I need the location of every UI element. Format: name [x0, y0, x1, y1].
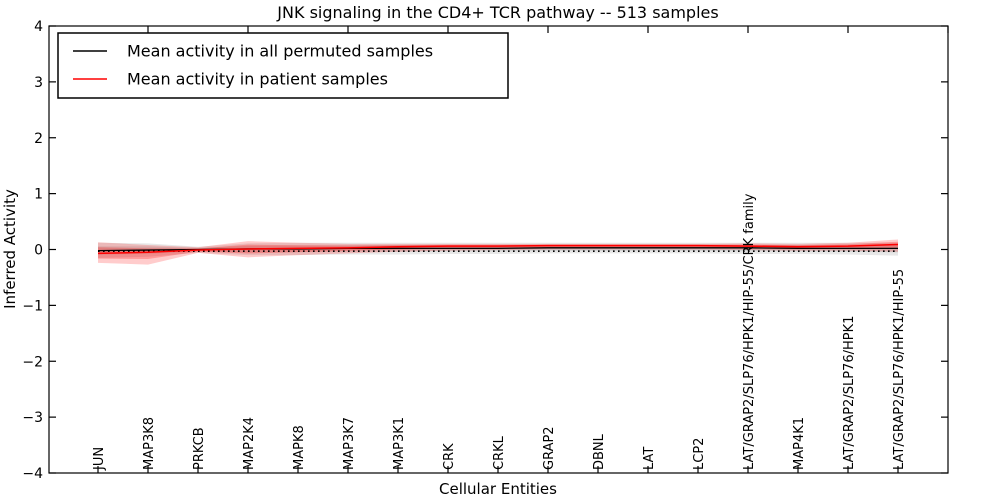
x-tick-label: DBNL	[592, 433, 607, 470]
y-tick-label: 4	[34, 19, 43, 35]
y-tick-label: −4	[22, 466, 43, 482]
legend-box	[57, 32, 509, 99]
legend-label-permuted: Mean activity in all permuted samples	[127, 42, 433, 61]
x-tick-label: LAT	[642, 447, 657, 470]
legend: Mean activity in all permuted samples Me…	[57, 32, 509, 99]
y-tick-label: 0	[34, 243, 43, 259]
y-tick-label: −3	[22, 410, 43, 426]
x-tick-label: MAP3K1	[392, 417, 407, 470]
series-line	[97, 243, 899, 255]
x-tick-label: MAP3K8	[142, 417, 157, 470]
y-tick-label: −2	[22, 354, 43, 370]
x-tick-label: CRKL	[492, 435, 507, 470]
x-tick-label: MAP2K4	[242, 417, 257, 470]
x-tick-label: JUN	[92, 447, 107, 471]
x-tick-label: PRKCB	[192, 427, 207, 470]
band-outer	[98, 242, 898, 258]
x-tick-label: GRAP2	[542, 426, 557, 470]
y-axis-label: Inferred Activity	[1, 189, 19, 309]
x-tick-label: CRK	[442, 443, 457, 470]
y-tick-label: 1	[34, 187, 43, 203]
y-tick-label: 2	[34, 131, 43, 147]
x-tick-label: MAPK8	[292, 425, 307, 470]
axis-tick-labels: 4 3 2 1 0 −1 −2 −3 −4 JUN MAP3K8 PRKCB MAP2K4 MAPK8 MA…	[22, 19, 907, 482]
x-tick-label: LAT/GRAP2/SLP76/HPK1/HIP-55	[892, 269, 907, 470]
x-axis-label: Cellular Entities	[439, 480, 557, 498]
series-lines	[97, 243, 899, 255]
x-tick-label: MAP3K7	[342, 417, 357, 470]
legend-label-patient: Mean activity in patient samples	[127, 70, 388, 89]
y-tick-label: 3	[34, 75, 43, 91]
axis-ticks	[49, 25, 949, 474]
chart-title: JNK signaling in the CD4+ TCR pathway --…	[276, 3, 718, 22]
x-tick-label: MAP4K1	[792, 417, 807, 470]
y-tick-label: −1	[22, 298, 43, 314]
x-tick-label: LCP2	[692, 438, 707, 470]
confidence-bands	[98, 239, 898, 265]
x-tick-label: LAT/GRAP2/SLP76/HPK1/HIP-55/CRK family	[742, 193, 757, 470]
x-tick-label: LAT/GRAP2/SLP76/HPK1	[842, 316, 857, 470]
